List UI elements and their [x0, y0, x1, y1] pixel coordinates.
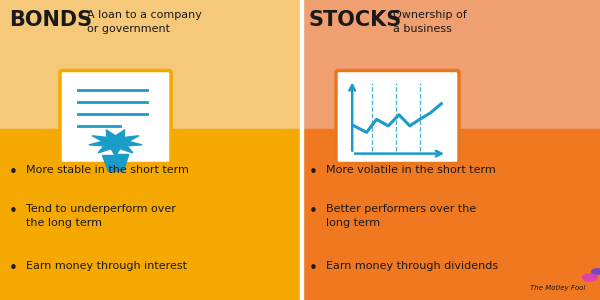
Text: •: •	[9, 261, 18, 276]
Text: More volatile in the short term: More volatile in the short term	[326, 165, 496, 175]
Text: •: •	[309, 261, 318, 276]
Text: •: •	[309, 204, 318, 219]
Circle shape	[583, 274, 597, 281]
Text: The Motley Fool: The Motley Fool	[530, 285, 585, 291]
Bar	[303, 0, 600, 129]
Text: Tend to underperform over
the long term: Tend to underperform over the long term	[26, 204, 176, 228]
Text: •: •	[9, 165, 18, 180]
Polygon shape	[103, 154, 115, 171]
Circle shape	[592, 269, 600, 274]
Text: More stable in the short term: More stable in the short term	[26, 165, 188, 175]
Text: Ownership of
a business: Ownership of a business	[393, 10, 467, 34]
Polygon shape	[89, 130, 142, 156]
Text: •: •	[309, 165, 318, 180]
Text: BONDS: BONDS	[9, 11, 92, 31]
Text: Earn money through dividends: Earn money through dividends	[326, 261, 498, 271]
Bar	[303, 129, 600, 300]
Polygon shape	[115, 154, 128, 171]
Text: Better performers over the
long term: Better performers over the long term	[326, 204, 476, 228]
Text: STOCKS: STOCKS	[309, 11, 402, 31]
Bar	[300, 0, 303, 300]
Text: A loan to a company
or government: A loan to a company or government	[87, 10, 202, 34]
Text: Earn money through interest: Earn money through interest	[26, 261, 187, 271]
Bar	[0, 0, 300, 129]
Text: •: •	[9, 204, 18, 219]
FancyBboxPatch shape	[60, 70, 171, 164]
FancyBboxPatch shape	[336, 70, 459, 164]
Bar	[0, 129, 300, 300]
